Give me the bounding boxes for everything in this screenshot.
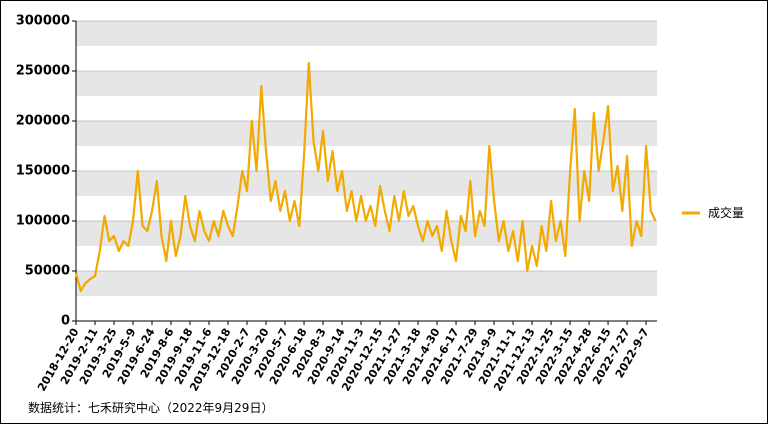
grid-band bbox=[76, 21, 657, 46]
data-line bbox=[74, 61, 657, 293]
grid-band bbox=[76, 271, 657, 296]
y-tick-label: 150000 bbox=[16, 164, 70, 179]
y-tick-label: 200000 bbox=[16, 114, 70, 129]
source-note: 数据统计：七禾研究中心（2022年9月29日） bbox=[28, 400, 273, 415]
grid-band bbox=[76, 121, 657, 146]
y-tick-label: 50000 bbox=[25, 264, 70, 279]
y-tick-label: 300000 bbox=[16, 14, 70, 29]
grid-band bbox=[76, 171, 657, 196]
grid-band bbox=[76, 71, 657, 96]
y-tick-label: 0 bbox=[61, 314, 70, 329]
legend-label: 成交量 bbox=[708, 205, 744, 220]
y-tick-label: 100000 bbox=[16, 214, 70, 229]
y-tick-label: 250000 bbox=[16, 64, 70, 79]
